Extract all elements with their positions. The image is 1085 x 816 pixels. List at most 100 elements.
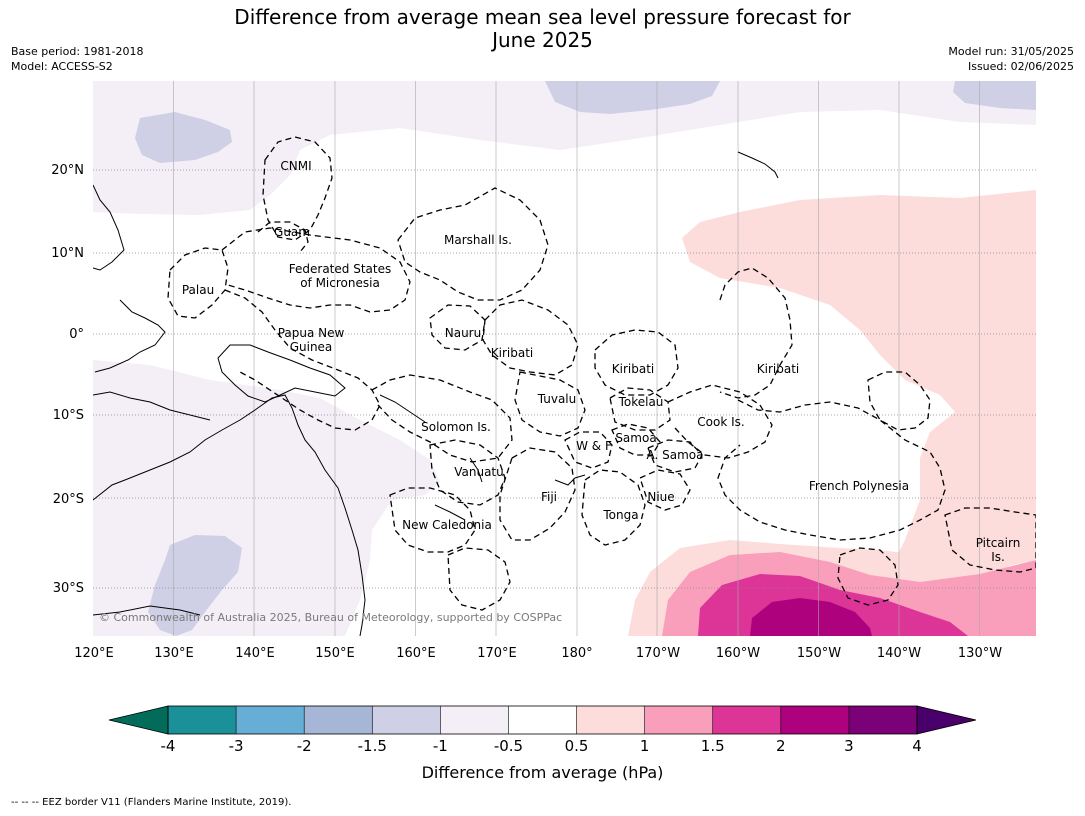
- eez-borders: [167, 136, 1036, 611]
- label-french-polynesia: French Polynesia: [809, 479, 909, 493]
- coast-philippines: [94, 299, 166, 373]
- eez-fiji: [499, 447, 576, 541]
- x-tick-label: 170°W: [636, 646, 680, 661]
- x-tick-label: 180°: [561, 646, 592, 661]
- colorbar-tick-label: 1: [640, 737, 650, 755]
- label-vanuatu: Vanuatu: [454, 465, 504, 479]
- x-tick-label: 170°E: [477, 646, 517, 661]
- eez-norfolk: [447, 547, 511, 611]
- label-american-samoa: A. Samoa: [647, 448, 704, 462]
- colorbar-swatch: [712, 706, 782, 734]
- eez-solomon: [371, 374, 513, 463]
- anomaly-region-north-mid: [545, 81, 720, 114]
- coast-asia: [93, 184, 125, 271]
- label-png-line1: Papua New: [278, 326, 345, 340]
- eez-new-caledonia: [389, 487, 476, 553]
- label-tuvalu: Tuvalu: [537, 392, 577, 406]
- label-new-caledonia: New Caledonia: [402, 518, 492, 532]
- anomaly-region-southwest-core: [148, 535, 242, 636]
- eez-kermadec: [837, 547, 899, 606]
- eez-kiribati-east: [719, 267, 793, 399]
- eez-legend-note: -- -- -- EEZ border V11 (Flanders Marine…: [11, 797, 292, 808]
- latitude-lines: [93, 169, 1036, 589]
- coast-borneo: [93, 391, 211, 421]
- anomaly-region-south-core: [750, 598, 872, 636]
- anomaly-region-north: [93, 81, 1036, 215]
- coast-new-guinea: [217, 344, 346, 403]
- colorbar-tick-label: -1.5: [358, 737, 387, 755]
- eez-cook: [667, 384, 773, 459]
- colorbar-swatch: [372, 706, 441, 734]
- eez-french-polynesia-north: [867, 371, 931, 431]
- y-tick-label: 20°S: [53, 492, 84, 507]
- label-pitcairn-line1: Pitcairn: [976, 536, 1021, 550]
- label-kiribati-central: Kiribati: [612, 362, 654, 376]
- eez-png: [224, 289, 381, 431]
- x-tick-label: 140°E: [235, 646, 275, 661]
- colorbar-swatch: [440, 706, 509, 734]
- label-fsm-line1: Federated States: [289, 262, 391, 276]
- colorbar-swatch: [508, 706, 578, 734]
- colorbar-tick-label: 2: [776, 737, 786, 755]
- y-tick-label: 30°S: [53, 581, 84, 596]
- colorbar-swatch: [168, 706, 237, 734]
- eez-niue: [639, 469, 691, 511]
- x-tick-label: 130°E: [154, 646, 194, 661]
- colorbar-over-arrow: [916, 705, 977, 735]
- colorbar-tick-label: -2: [297, 737, 312, 755]
- label-fsm-line2: of Micronesia: [300, 276, 380, 290]
- eez-tokelau: [609, 387, 671, 431]
- label-samoa: Samoa: [615, 431, 656, 445]
- label-marshall-is: Marshall Is.: [444, 233, 512, 247]
- x-tick-label: 150°E: [315, 646, 355, 661]
- x-tick-label: 120°E: [74, 646, 114, 661]
- eez-guam: [257, 221, 309, 253]
- y-tick-label: 10°N: [51, 246, 84, 261]
- model-text: Model: ACCESS-S2: [11, 60, 113, 73]
- eez-kiribati-west: [482, 299, 579, 376]
- eez-french-polynesia: [717, 399, 946, 541]
- anomaly-region-north-west: [135, 112, 232, 163]
- colorbar-tick-label: 3: [844, 737, 854, 755]
- colorbar-tick-label: -0.5: [494, 737, 523, 755]
- run-info: Model run: 31/05/2025 Issued: 02/06/2025: [948, 44, 1074, 74]
- colorbar-tick-label: 0.5: [565, 737, 589, 755]
- colorbar-swatch: [304, 706, 373, 734]
- coast-new-caledonia: [434, 504, 466, 521]
- model-run-text: Model run: 31/05/2025: [948, 45, 1074, 58]
- coast-hawaii: [737, 151, 779, 179]
- eez-kiribati-central: [594, 329, 679, 396]
- label-kiribati-west: Kiribati: [491, 346, 533, 360]
- label-png-line2: Guinea: [290, 340, 333, 354]
- colorbar-swatches: [168, 706, 918, 734]
- eez-fsm: [221, 227, 411, 313]
- issued-text: Issued: 02/06/2025: [967, 60, 1074, 73]
- label-cook-is: Cook Is.: [697, 415, 744, 429]
- anomaly-region-east: [682, 190, 1036, 580]
- eez-vanuatu: [429, 439, 506, 506]
- coastlines: [93, 151, 779, 636]
- eez-samoa: [611, 423, 661, 456]
- x-tick-label: 160°W: [716, 646, 760, 661]
- coast-australia-north: [93, 394, 366, 636]
- colorbar: -4 -3 -2 -1.5 -1 -0.5 0.5 1 1.5 2 3 4 Difference fr…: [108, 705, 977, 782]
- label-fiji: Fiji: [541, 490, 557, 504]
- eez-nauru: [429, 304, 486, 351]
- region-labels: CNMI Guam Marshall Is. Federated States …: [182, 159, 1020, 564]
- base-period-text: Base period: 1981-2018: [11, 45, 144, 58]
- colorbar-swatch: [780, 706, 850, 734]
- x-tick-label: 140°W: [877, 646, 921, 661]
- colorbar-tick-label: -4: [161, 737, 176, 755]
- colorbar-tick-label: -1: [433, 737, 448, 755]
- colorbar-swatch: [644, 706, 714, 734]
- y-tick-label: 10°S: [53, 408, 84, 423]
- x-tick-label: 150°W: [797, 646, 841, 661]
- label-cnmi: CNMI: [280, 159, 311, 173]
- label-nauru: Nauru: [445, 326, 481, 340]
- colorbar-tick-label: 1.5: [701, 737, 725, 755]
- colorbar-swatch: [236, 706, 305, 734]
- title-line-1: Difference from average mean sea level p…: [234, 5, 851, 29]
- gridlines: [173, 81, 980, 636]
- label-solomon-is: Solomon Is.: [421, 420, 491, 434]
